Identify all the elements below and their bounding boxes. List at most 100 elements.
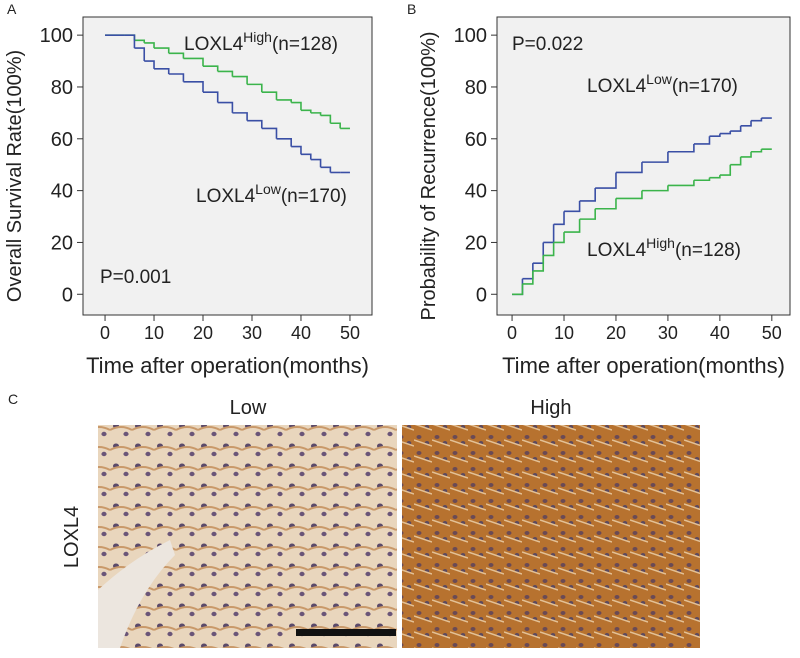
- histology-image-low: [98, 425, 397, 648]
- step-segment: [740, 120, 752, 127]
- step-segment: [730, 156, 742, 166]
- annotation-text: LOXL4: [196, 186, 256, 207]
- step-segment: [183, 80, 204, 93]
- y-tick-label: 0: [62, 284, 73, 306]
- step-segment: [709, 133, 721, 137]
- step-segment: [667, 180, 695, 187]
- x-tick-label: 40: [291, 323, 311, 343]
- step-segment: [291, 145, 302, 155]
- step-segment: [168, 73, 185, 82]
- scale-bar: [296, 629, 396, 636]
- step-segment: [320, 114, 332, 124]
- step-segment: [291, 101, 302, 111]
- row-label: LOXL4: [61, 506, 83, 568]
- histology-image-high: [402, 425, 700, 648]
- annotation-suffix: (n=170): [281, 186, 347, 207]
- step-segment: [615, 162, 643, 174]
- step-segment: [543, 242, 555, 257]
- step-segment: [232, 75, 248, 85]
- y-tick-label: 20: [51, 232, 73, 254]
- y-tick-label: 60: [51, 129, 73, 151]
- step-segment: [553, 232, 565, 244]
- step-segment: [203, 91, 219, 103]
- step-segment: [320, 166, 332, 173]
- y-tick-label: 20: [465, 232, 487, 254]
- step-segment: [247, 83, 263, 93]
- annotation: LOXL4High(n=128): [587, 235, 741, 261]
- step-segment: [203, 65, 219, 72]
- annotation-text: LOXL4: [587, 76, 647, 97]
- step-segment: [217, 101, 234, 113]
- step-segment: [751, 118, 763, 122]
- step-segment: [719, 131, 732, 135]
- step-segment: [232, 112, 248, 121]
- panel-label: B: [407, 1, 416, 17]
- step-segment: [740, 151, 752, 158]
- tissue-gap: [98, 540, 175, 648]
- chart: A 0 10 20 30 40 50 0 20 40 60 80 100 Time after opera…: [4, 1, 373, 378]
- annotation-text: P=0.022: [512, 34, 583, 55]
- step-segment: [310, 158, 322, 168]
- step-segment: [641, 185, 669, 192]
- step-segment: [261, 91, 278, 100]
- step-segment: [641, 151, 669, 163]
- step-segment: [564, 219, 581, 233]
- x-axis-title: Time after operation(months): [502, 353, 785, 378]
- y-tick-label: 100: [40, 25, 73, 47]
- panel-label: A: [7, 1, 17, 17]
- x-tick-label: 50: [340, 323, 360, 343]
- x-tick-label: 0: [100, 323, 110, 343]
- step-segment: [217, 70, 234, 77]
- y-axis-title: Overall Survival Rate(100%): [4, 50, 26, 302]
- x-tick-label: 10: [144, 323, 164, 343]
- panel-label: C: [8, 391, 18, 407]
- step-segment: [719, 164, 732, 176]
- step-segment: [751, 149, 763, 153]
- annotation-text: P=0.001: [100, 267, 171, 288]
- plot-area: [496, 16, 791, 316]
- annotation-suffix: (n=170): [672, 76, 738, 97]
- step-segment: [300, 153, 312, 160]
- annotation-sup: Low: [646, 71, 673, 87]
- step-segment: [579, 188, 596, 202]
- step-segment: [579, 208, 596, 220]
- y-tick-label: 80: [51, 77, 73, 99]
- step-segment: [276, 137, 292, 147]
- annotation: LOXL4Low(n=170): [587, 71, 738, 97]
- step-segment: [693, 177, 711, 182]
- x-tick-label: 40: [710, 323, 730, 343]
- y-tick-label: 100: [454, 25, 487, 47]
- annotation: LOXL4Low(n=170): [196, 181, 347, 207]
- x-axis-title: Time after operation(months): [86, 353, 369, 378]
- step-segment: [693, 136, 711, 145]
- x-tick-label: 30: [242, 323, 262, 343]
- step-segment: [310, 112, 322, 116]
- annotation: P=0.022: [512, 34, 583, 55]
- step-segment: [168, 52, 185, 59]
- column-label: Low: [230, 397, 267, 419]
- annotation-sup: Low: [255, 181, 282, 197]
- step-segment: [595, 198, 617, 210]
- x-tick-label: 20: [606, 323, 626, 343]
- annotation: LOXL4High(n=128): [184, 29, 338, 55]
- y-tick-label: 40: [465, 181, 487, 203]
- step-segment: [134, 39, 146, 43]
- step-segment: [144, 42, 155, 49]
- step-segment: [134, 47, 146, 62]
- step-segment: [522, 270, 534, 285]
- annotation-suffix: (n=128): [675, 240, 741, 261]
- step-segment: [512, 283, 524, 296]
- step-segment: [261, 127, 278, 139]
- step-segment: [247, 119, 263, 129]
- x-tick-label: 10: [554, 323, 574, 343]
- step-segment: [330, 122, 341, 129]
- annotation-text: LOXL4: [184, 34, 244, 55]
- x-tick-label: 30: [658, 323, 678, 343]
- step-segment: [276, 99, 292, 103]
- chart: B 0 10 20 30 40 50 0 20 40 60 80 100 Time after opera…: [407, 1, 791, 378]
- step-segment: [300, 109, 312, 113]
- step-segment: [595, 172, 617, 189]
- x-tick-label: 20: [193, 323, 213, 343]
- y-axis-title: Probability of Recurrence(100%): [418, 31, 440, 320]
